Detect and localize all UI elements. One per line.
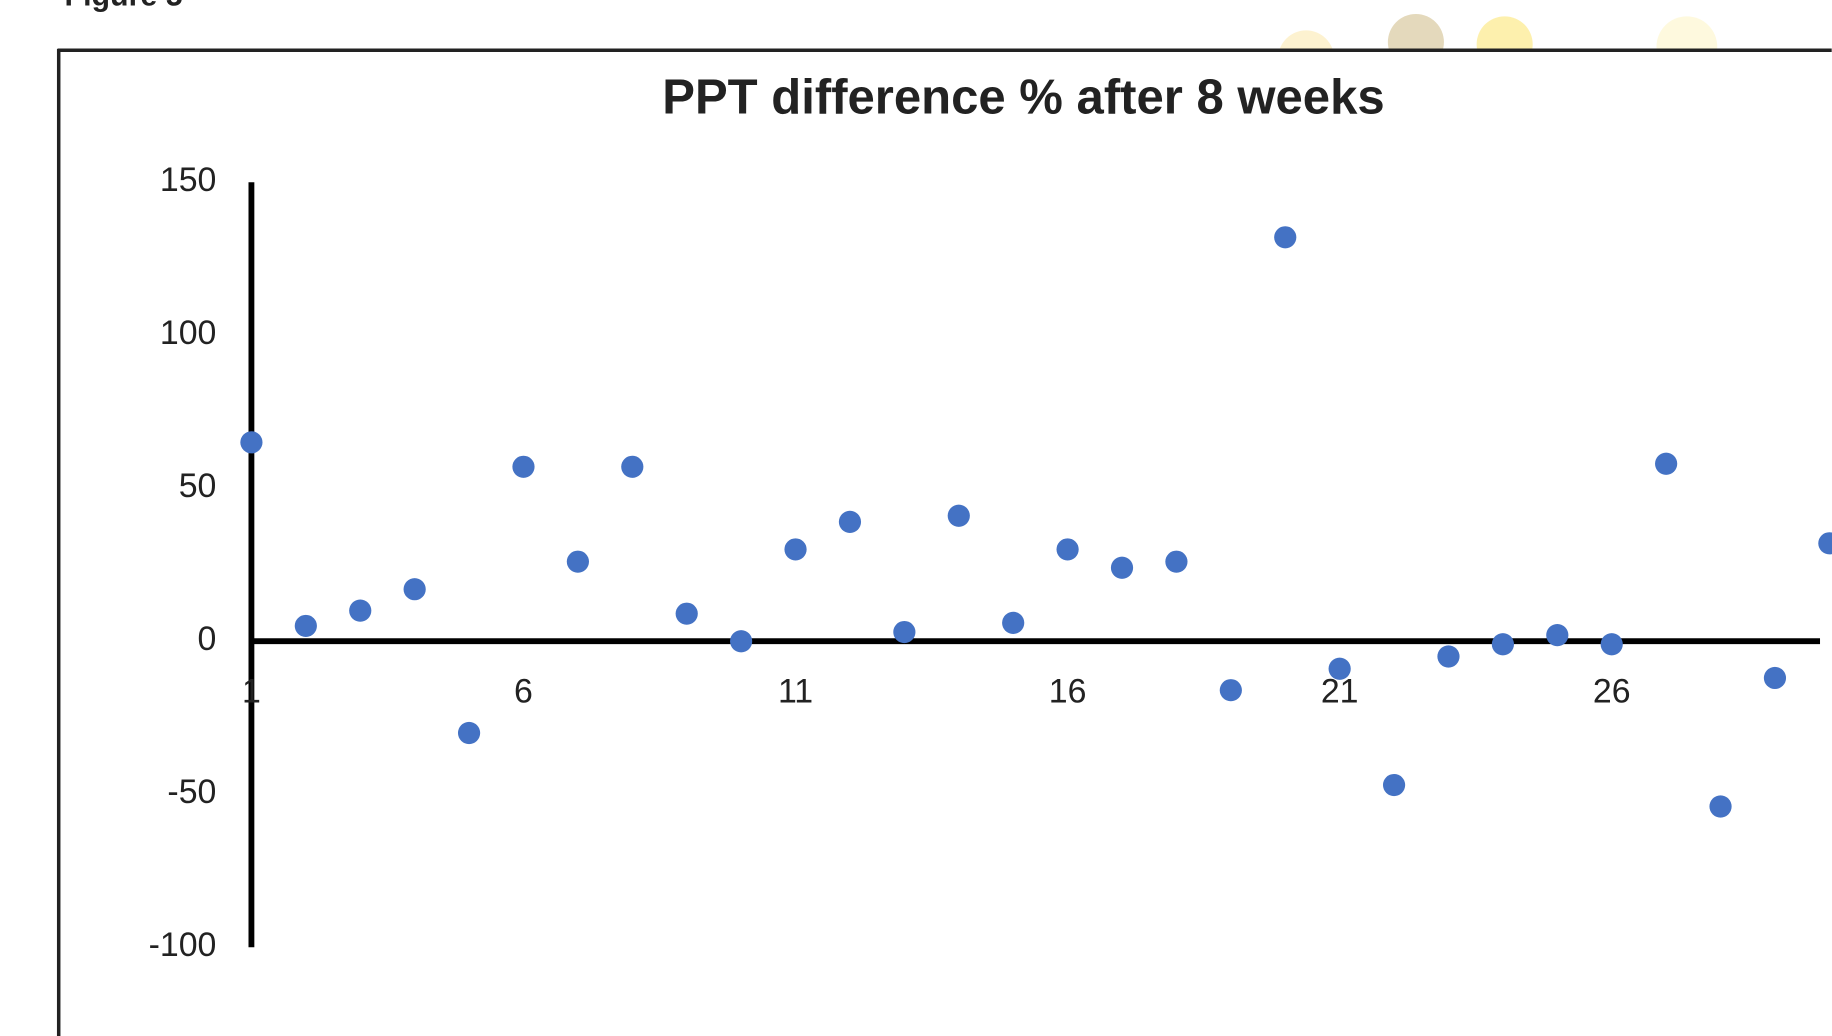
point xyxy=(1274,226,1297,249)
x-tick-label: 1 xyxy=(242,673,261,711)
point xyxy=(1709,795,1732,818)
x-tick-label: 11 xyxy=(778,673,813,711)
frame-bg xyxy=(0,49,1832,1036)
point xyxy=(730,630,753,653)
point xyxy=(621,455,644,478)
point xyxy=(1328,657,1351,680)
point xyxy=(403,578,426,601)
point xyxy=(1655,452,1678,475)
point xyxy=(893,620,916,644)
point xyxy=(1056,538,1079,561)
point xyxy=(294,614,317,638)
point xyxy=(457,721,481,745)
y-tick-label: 100 xyxy=(160,314,217,352)
y-tick-label: 0 xyxy=(198,620,217,658)
point xyxy=(349,599,372,622)
point xyxy=(240,431,263,454)
x-tick-label: 26 xyxy=(1593,673,1631,711)
point xyxy=(1818,532,1832,555)
chart-title: PPT difference % after 8 weeks xyxy=(662,70,1384,124)
y-tick-label: -50 xyxy=(167,773,216,811)
figure-label: Figure 5 xyxy=(65,0,183,13)
point xyxy=(1491,633,1514,656)
x-tick-label: 6 xyxy=(514,673,533,711)
y-tick-label: -100 xyxy=(149,926,217,964)
point xyxy=(1002,611,1025,634)
point xyxy=(838,510,862,533)
y-tick-label: 50 xyxy=(179,467,217,505)
point xyxy=(947,504,970,527)
point xyxy=(566,550,589,573)
point xyxy=(1763,666,1787,690)
point xyxy=(512,455,535,478)
point xyxy=(784,538,807,561)
x-tick-label: 16 xyxy=(1049,673,1087,711)
point xyxy=(1437,645,1460,668)
point xyxy=(1600,633,1623,656)
point xyxy=(1110,556,1134,579)
y-tick-label: 150 xyxy=(160,161,217,199)
point xyxy=(1165,550,1188,573)
point xyxy=(1382,773,1406,797)
point xyxy=(675,602,698,625)
point xyxy=(1546,624,1569,647)
point xyxy=(1219,679,1242,702)
